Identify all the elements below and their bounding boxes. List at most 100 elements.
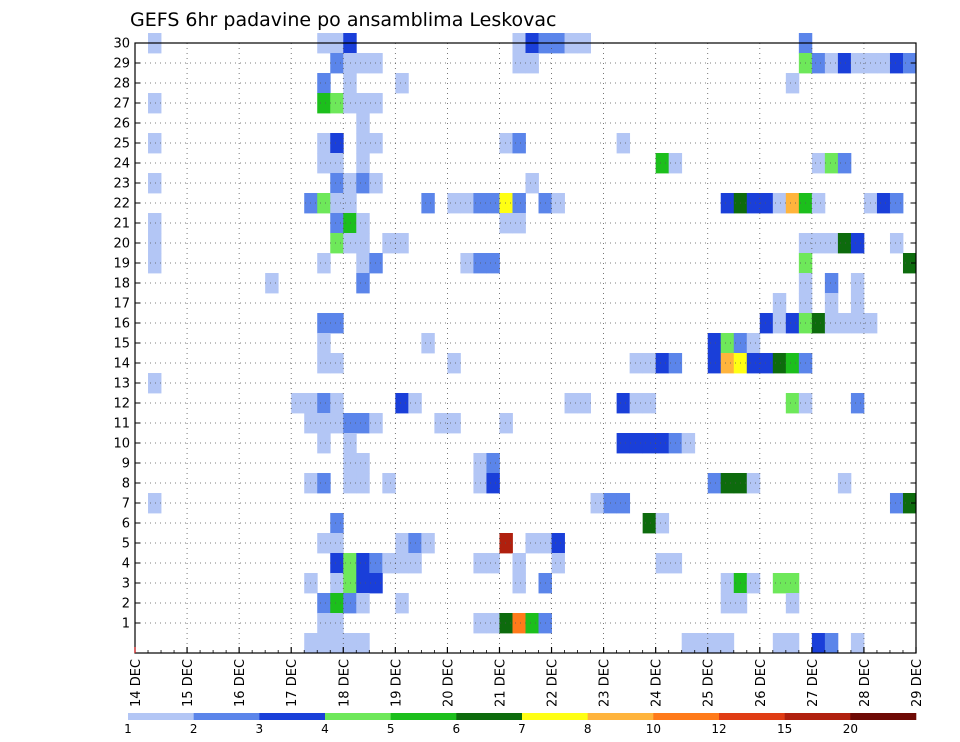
heatmap-cell bbox=[785, 73, 800, 94]
heatmap-cell bbox=[694, 633, 709, 654]
heatmap-cell bbox=[356, 273, 370, 294]
heatmap-cell bbox=[343, 633, 357, 654]
heatmap-cell bbox=[655, 353, 670, 374]
x-tick-label: 29 DEC bbox=[910, 659, 925, 707]
heatmap-cell bbox=[499, 613, 513, 634]
x-tick-label: 26 DEC bbox=[754, 659, 769, 707]
y-tick-label: 8 bbox=[122, 477, 130, 492]
heatmap-cell bbox=[330, 53, 344, 74]
colorbar-label: 10 bbox=[646, 722, 661, 736]
heatmap-cell bbox=[317, 413, 331, 434]
heatmap-cell bbox=[317, 473, 331, 494]
heatmap-cell bbox=[746, 473, 761, 494]
heatmap-cell bbox=[148, 493, 162, 514]
heatmap-cell bbox=[824, 153, 839, 174]
heatmap-cell bbox=[824, 293, 839, 314]
heatmap-cell bbox=[395, 553, 409, 574]
heatmap-cell bbox=[811, 233, 826, 254]
heatmap-cell bbox=[343, 453, 357, 474]
heatmap-cell bbox=[746, 193, 761, 214]
heatmap-cell bbox=[486, 253, 500, 274]
heatmap-cell bbox=[369, 133, 383, 154]
heatmap-cell bbox=[369, 53, 383, 74]
heatmap-cell bbox=[382, 553, 396, 574]
heatmap-cell bbox=[772, 573, 787, 594]
heatmap-cell bbox=[525, 173, 539, 194]
heatmap-cell bbox=[356, 173, 370, 194]
heatmap-cell bbox=[876, 193, 891, 214]
heatmap-cell bbox=[551, 553, 565, 574]
heatmap-cell bbox=[707, 333, 722, 354]
heatmap-cell bbox=[811, 153, 826, 174]
y-tick-label: 17 bbox=[113, 297, 130, 312]
heatmap-cells bbox=[148, 33, 917, 654]
heatmap-cell bbox=[642, 513, 657, 534]
heatmap-cell bbox=[343, 573, 357, 594]
y-tick-label: 5 bbox=[122, 537, 130, 552]
heatmap-cell bbox=[317, 533, 331, 554]
heatmap-cell bbox=[330, 393, 344, 414]
heatmap-cell bbox=[707, 353, 722, 374]
heatmap-cell bbox=[551, 533, 565, 554]
heatmap-cell bbox=[720, 573, 735, 594]
heatmap-cell bbox=[499, 413, 513, 434]
heatmap-cell bbox=[330, 413, 344, 434]
heatmap-cell bbox=[655, 433, 670, 454]
heatmap-cell bbox=[720, 353, 735, 374]
heatmap-cell bbox=[499, 533, 513, 554]
heatmap-cell bbox=[512, 53, 526, 74]
y-tick-label: 23 bbox=[113, 177, 130, 192]
heatmap-cell bbox=[616, 133, 631, 154]
heatmap-cell bbox=[369, 573, 383, 594]
heatmap-cell bbox=[629, 353, 644, 374]
colorbar-label: 5 bbox=[387, 722, 395, 736]
y-tick-label: 27 bbox=[113, 97, 130, 112]
y-tick-label: 29 bbox=[113, 57, 130, 72]
heatmap-cell bbox=[148, 133, 162, 154]
x-tick-label: 17 DEC bbox=[285, 659, 300, 707]
colorbar-segment bbox=[784, 713, 851, 720]
colorbar-label: 3 bbox=[256, 722, 264, 736]
heatmap-cell bbox=[447, 193, 461, 214]
colorbar-segment bbox=[719, 713, 785, 720]
heatmap-cell bbox=[317, 253, 331, 274]
heatmap-cell bbox=[707, 633, 722, 654]
heatmap-cell bbox=[512, 613, 526, 634]
heatmap-cell bbox=[837, 473, 852, 494]
heatmap-cell bbox=[356, 53, 370, 74]
y-tick-label: 3 bbox=[122, 577, 130, 592]
heatmap-cell bbox=[616, 393, 631, 414]
heatmap-cell bbox=[772, 313, 787, 334]
heatmap-cell bbox=[837, 53, 852, 74]
y-tick-label: 19 bbox=[113, 257, 130, 272]
heatmap-cell bbox=[356, 553, 370, 574]
heatmap-cell bbox=[889, 233, 904, 254]
heatmap-cell bbox=[850, 273, 865, 294]
heatmap-cell bbox=[551, 193, 565, 214]
heatmap-cell bbox=[330, 193, 344, 214]
heatmap-cell bbox=[889, 493, 904, 514]
heatmap-cell bbox=[772, 193, 787, 214]
heatmap-cell bbox=[291, 393, 305, 414]
heatmap-cell bbox=[759, 193, 774, 214]
heatmap-cell bbox=[512, 133, 526, 154]
heatmap-cell bbox=[681, 633, 696, 654]
heatmap-cell bbox=[642, 393, 657, 414]
colorbar-segment bbox=[259, 713, 326, 720]
colorbar-segment bbox=[325, 713, 391, 720]
heatmap-cell bbox=[889, 53, 904, 74]
heatmap-cell bbox=[330, 593, 344, 614]
axis-ticks: 1234567891011121314151617181920212223242… bbox=[113, 37, 925, 707]
heatmap-cell bbox=[317, 153, 331, 174]
y-tick-label: 21 bbox=[113, 217, 130, 232]
heatmap-cell bbox=[876, 53, 891, 74]
heatmap-cell bbox=[317, 433, 331, 454]
heatmap-cell bbox=[330, 573, 344, 594]
heatmap-cell bbox=[785, 633, 800, 654]
x-tick-label: 19 DEC bbox=[389, 659, 404, 707]
y-tick-label: 6 bbox=[122, 517, 130, 532]
heatmap-cell bbox=[681, 433, 696, 454]
y-tick-label: 1 bbox=[122, 617, 130, 632]
heatmap-cell bbox=[434, 413, 448, 434]
